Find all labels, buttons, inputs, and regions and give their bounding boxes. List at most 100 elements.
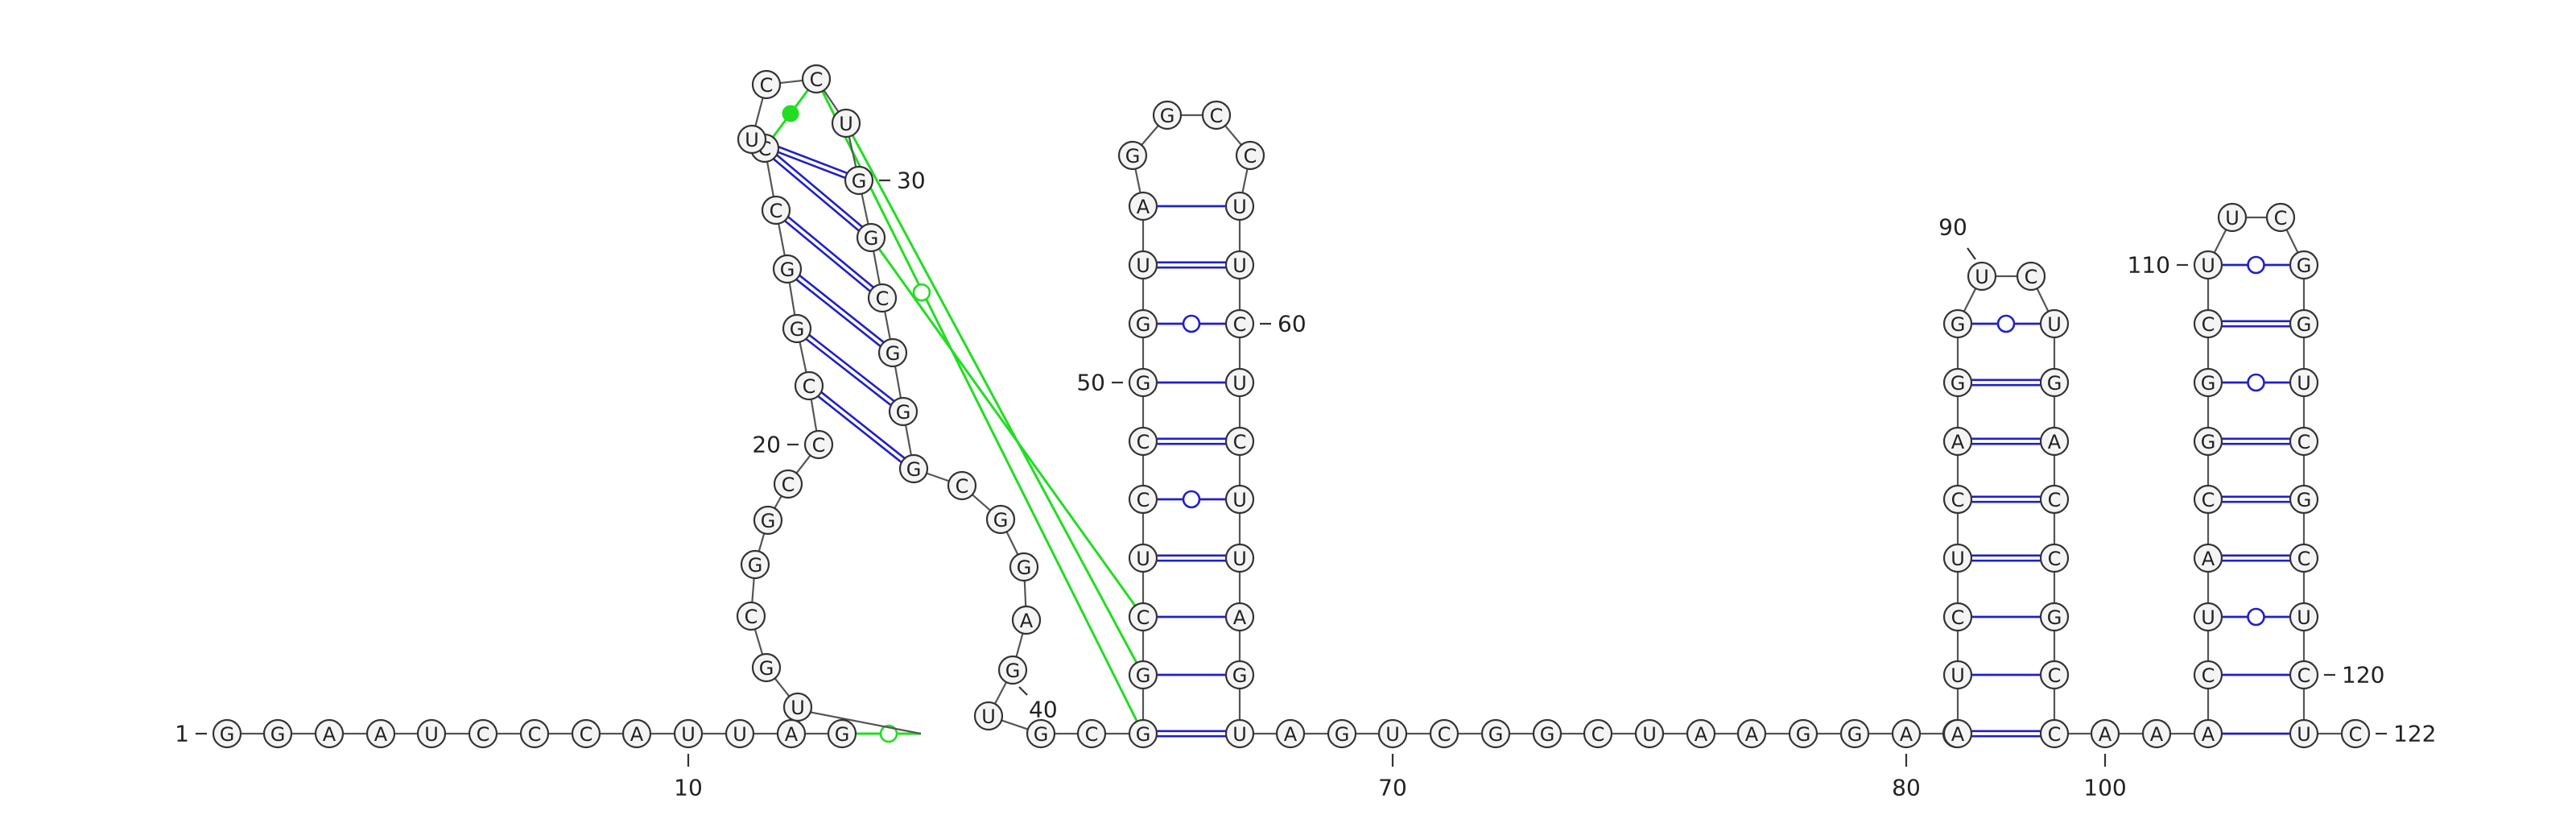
nucleotide-circle xyxy=(1117,140,1148,171)
nucleotide-96: C xyxy=(2039,543,2070,573)
nucleotide-28: C xyxy=(801,64,832,94)
nucleotide-circle xyxy=(468,718,498,749)
pseudoknot-layer xyxy=(771,89,1138,743)
nucleotide-base: G xyxy=(220,723,235,746)
nucleotide-circle xyxy=(2039,308,2070,339)
backbone-segment xyxy=(778,223,786,256)
nucleotide-87: A xyxy=(1942,426,1973,457)
nucleotide-85: U xyxy=(1942,543,1973,573)
base-pair-layer xyxy=(763,140,2290,738)
backbone-segment xyxy=(823,89,840,113)
nucleotide-base: G xyxy=(1034,723,1049,746)
nucleotide-118: C xyxy=(2289,543,2319,573)
nucleotide-circle xyxy=(803,429,834,460)
nucleotide-circle xyxy=(2193,543,2223,573)
nucleotide-circle xyxy=(1788,718,1818,749)
backbone-segment xyxy=(873,250,881,285)
nucleotide-circle xyxy=(1224,308,1255,339)
position-number: 90 xyxy=(1938,214,1967,241)
position-label-80: 80 xyxy=(1892,754,1921,801)
nucleotide-19: C xyxy=(773,469,803,499)
gc-pair-line xyxy=(808,333,895,403)
nucleotide-106: C xyxy=(2193,484,2223,515)
nucleotide-12: A xyxy=(776,718,807,749)
nucleotide-base: C xyxy=(1137,606,1150,629)
nucleotide-91: C xyxy=(2016,261,2046,292)
nucleotide-circle xyxy=(571,718,601,749)
nucleotide-8: C xyxy=(571,718,601,749)
nucleotide-121: U xyxy=(2289,718,2319,749)
nucleotide-105: A xyxy=(2193,543,2223,573)
nucleotide-base: C xyxy=(745,606,758,628)
nucleotide-base: U xyxy=(1232,196,1247,218)
nucleotide-99: C xyxy=(2039,718,2070,749)
nucleotide-115: U xyxy=(2289,367,2319,398)
nucleotide-43: C xyxy=(1076,718,1107,749)
nucleotide-circle xyxy=(621,718,652,749)
nucleotide-9: A xyxy=(621,718,652,749)
nucleotide-base: C xyxy=(2297,548,2311,570)
nucleotide-circle xyxy=(1128,308,1158,339)
nucleotide-50: G xyxy=(1128,367,1158,398)
position-number: 70 xyxy=(1378,775,1407,801)
nucleotide-55: G xyxy=(1152,100,1183,130)
nucleotide-base: A xyxy=(374,723,388,746)
nucleotide-circle xyxy=(2289,308,2319,339)
nucleotide-58: U xyxy=(1224,191,1255,221)
nucleotide-circle xyxy=(1686,718,1716,749)
nucleotide-base: G xyxy=(748,554,763,577)
nucleotide-circle xyxy=(1128,718,1158,749)
position-label-90: 90 xyxy=(1938,214,1976,260)
nucleotide-circle xyxy=(314,718,345,749)
nucleotide-base: G xyxy=(2201,372,2216,395)
nucleotide-base: G xyxy=(1125,145,1141,168)
nucleotide-35: G xyxy=(898,453,929,484)
nucleotide-circle xyxy=(947,470,977,501)
position-label-100: 100 xyxy=(2083,754,2127,801)
nucleotide-circle xyxy=(877,337,908,368)
nucleotide-circle xyxy=(753,505,783,536)
nucleotide-71: C xyxy=(1429,718,1459,749)
nucleotide-circle xyxy=(1128,426,1158,457)
pseudoknot-pair-line xyxy=(877,247,1137,607)
nucleotide-circle xyxy=(1224,660,1255,690)
backbone-segment xyxy=(779,79,803,85)
backbone-segment xyxy=(751,577,755,603)
nucleotide-circle xyxy=(867,283,898,313)
nucleotide-base: A xyxy=(1951,431,1965,453)
nucleotide-86: C xyxy=(1942,484,1973,515)
nucleotide-circle xyxy=(827,718,857,749)
backbone-segment xyxy=(1241,168,1249,193)
nucleotide-circle xyxy=(1128,484,1158,515)
nucleotide-circle xyxy=(1942,308,1973,339)
nucleotide-circle xyxy=(888,396,919,427)
nucleotide-circle xyxy=(801,64,832,94)
backbone-segment xyxy=(758,533,766,552)
nucleotide-circle xyxy=(1224,191,1255,221)
nucleotide-base: A xyxy=(1745,723,1759,746)
nucleotide-circle xyxy=(1942,660,1973,690)
position-label-122: 122 xyxy=(2376,721,2436,747)
nucleotide-100: A xyxy=(2090,718,2120,749)
nucleotide-base: G xyxy=(835,723,850,746)
nucleotide-circle xyxy=(1891,718,1922,749)
nucleotide-1: G xyxy=(212,718,242,749)
position-label-10: 10 xyxy=(674,754,703,801)
nucleotide-69: G xyxy=(1327,718,1357,749)
nucleotide-circle xyxy=(262,718,293,749)
nucleotide-base: G xyxy=(1951,372,1966,395)
backbone-segment xyxy=(1001,719,1029,730)
nucleotide-circle xyxy=(1128,543,1158,573)
position-number: 20 xyxy=(752,432,781,458)
nucleotide-base: U xyxy=(2297,372,2311,395)
gc-pair-line xyxy=(773,158,860,232)
nucleotide-base: C xyxy=(2202,664,2215,687)
position-number: 1 xyxy=(175,721,189,747)
nucleotide-circle xyxy=(1076,718,1107,749)
nucleotide-base: A xyxy=(630,723,644,746)
position-number: 122 xyxy=(2393,721,2436,747)
nucleotide-18: G xyxy=(753,505,783,536)
nucleotide-circle xyxy=(794,370,824,401)
nucleotide-circle xyxy=(2289,250,2319,280)
